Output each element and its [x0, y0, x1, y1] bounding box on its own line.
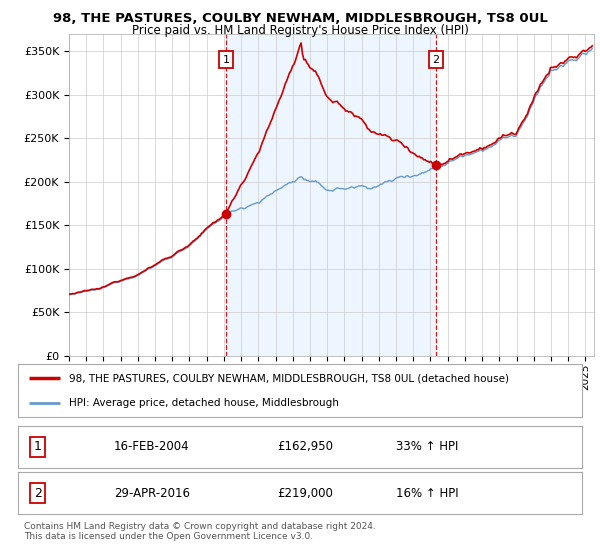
Text: 1: 1: [223, 55, 229, 65]
Text: 98, THE PASTURES, COULBY NEWHAM, MIDDLESBROUGH, TS8 0UL: 98, THE PASTURES, COULBY NEWHAM, MIDDLES…: [53, 12, 547, 25]
Text: 2: 2: [34, 487, 41, 500]
Text: 2: 2: [433, 55, 440, 65]
Text: Price paid vs. HM Land Registry's House Price Index (HPI): Price paid vs. HM Land Registry's House …: [131, 24, 469, 37]
Text: 29-APR-2016: 29-APR-2016: [114, 487, 190, 500]
Text: 1: 1: [34, 440, 41, 453]
Text: 98, THE PASTURES, COULBY NEWHAM, MIDDLESBROUGH, TS8 0UL (detached house): 98, THE PASTURES, COULBY NEWHAM, MIDDLES…: [69, 374, 509, 384]
Text: 16% ↑ HPI: 16% ↑ HPI: [396, 487, 458, 500]
Text: This data is licensed under the Open Government Licence v3.0.: This data is licensed under the Open Gov…: [24, 532, 313, 541]
Text: 16-FEB-2004: 16-FEB-2004: [114, 440, 190, 453]
Bar: [226, 34, 436, 356]
Text: 33% ↑ HPI: 33% ↑ HPI: [396, 440, 458, 453]
Text: £219,000: £219,000: [277, 487, 334, 500]
Text: HPI: Average price, detached house, Middlesbrough: HPI: Average price, detached house, Midd…: [69, 398, 338, 408]
Text: £162,950: £162,950: [277, 440, 334, 453]
Text: Contains HM Land Registry data © Crown copyright and database right 2024.: Contains HM Land Registry data © Crown c…: [24, 522, 376, 531]
